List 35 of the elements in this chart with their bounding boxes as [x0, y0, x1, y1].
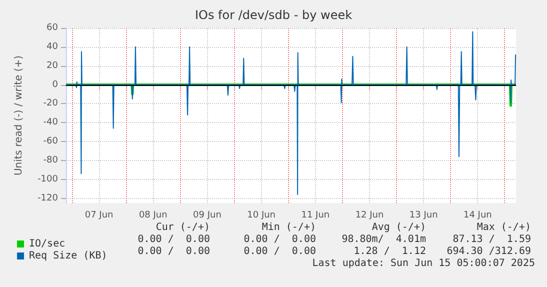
text: 0.00 / 0.00	[138, 234, 210, 246]
text: Min (-/+)	[262, 222, 316, 234]
y-tick-label: -20	[43, 98, 58, 109]
y-tick-label: -100	[38, 174, 58, 184]
text: 0.00 / 0.00	[138, 246, 210, 258]
x-tick-label: 09 Jun	[193, 210, 222, 220]
legend-label: Req Size (KB)	[29, 250, 108, 262]
y-tick-label: -120	[38, 193, 58, 204]
y-tick-label: -80	[43, 155, 58, 166]
x-tick-label: 08 Jun	[138, 210, 168, 220]
y-tick-label: 20	[46, 60, 58, 71]
legend-label: IO/sec	[29, 238, 66, 250]
text: Cur (-/+)	[156, 222, 210, 234]
text: 98.80m/ 4.01m	[342, 234, 426, 246]
y-tick-label: 0	[52, 80, 58, 90]
y-tick-label: 40	[46, 42, 58, 52]
text: Max (-/+)	[476, 222, 531, 234]
y-tick-label: -40	[43, 118, 58, 128]
x-tick-label: 10 Jun	[247, 210, 276, 220]
text: Last update: Sun Jun 15 05:00:07 2025	[312, 258, 535, 270]
text: 1.28 / 1.12	[354, 246, 426, 258]
text: 0.00 / 0.00	[244, 234, 316, 246]
x-tick-label: 12 Jun	[355, 210, 384, 220]
x-tick-label: 07 Jun	[84, 210, 114, 220]
text: Avg (-/+)	[372, 222, 426, 234]
text: 87.13 / 1.59	[452, 234, 531, 246]
y-axis-title: Units read (-) / write (+)	[14, 55, 24, 176]
x-tick-label: 11 Jun	[301, 210, 330, 220]
text: 694.30 /312.69	[446, 246, 531, 258]
y-tick-label: 60	[46, 23, 58, 33]
text: 0.00 / 0.00	[244, 246, 316, 258]
x-tick-label: 14 Jun	[463, 210, 492, 220]
x-tick-label: 13 Jun	[409, 210, 438, 220]
y-tick-label: -60	[43, 136, 58, 147]
chart-title: IOs for /dev/sdb - by week	[194, 8, 352, 22]
